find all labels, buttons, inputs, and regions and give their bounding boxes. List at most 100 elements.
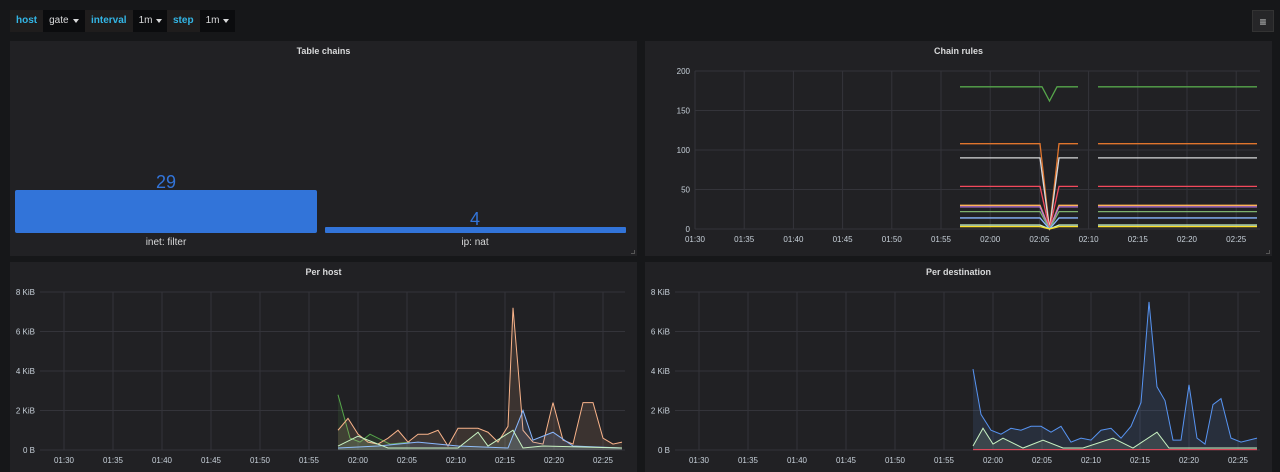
bar-ip-nat — [325, 227, 626, 233]
panel-title: Per destination — [925, 267, 991, 277]
panel-resize-handle[interactable] — [1266, 250, 1270, 254]
variable-step-select[interactable]: 1m — [199, 10, 236, 32]
series-area — [338, 430, 622, 450]
panel-chain-rules: Chain rules 200 150 100 50 0 01:30 01:35 01:40 0… — [645, 41, 1272, 256]
x-tick-label: 01:35 — [103, 456, 124, 465]
y-tick-label: 6 KiB — [16, 328, 35, 337]
variable-step-value: 1m — [205, 15, 220, 26]
x-tick-label: 01:50 — [885, 456, 906, 465]
x-tick-label: 02:00 — [983, 456, 1004, 465]
panel-title: Table chains — [296, 46, 351, 56]
series-line — [960, 225, 1078, 230]
x-tick-label: 01:50 — [250, 456, 271, 465]
caret-down-icon — [223, 19, 230, 23]
variable-step[interactable]: step 1m — [167, 10, 236, 32]
x-tick-label: 02:10 — [446, 456, 467, 465]
panel-per-destination: Per destination 8 KiB 6 KiB 4 KiB 2 KiB 0 B 0… — [645, 262, 1272, 472]
series-line — [960, 217, 1078, 230]
x-tick-label: 01:50 — [882, 235, 903, 244]
y-tick-label: 200 — [677, 67, 691, 76]
x-tick-label: 02:15 — [495, 456, 516, 465]
x-tick-label: 01:35 — [734, 235, 755, 244]
x-tick-label: 02:15 — [1128, 235, 1149, 244]
x-tick-label: 02:05 — [1032, 456, 1053, 465]
bar-label-inet-filter: inet: filter — [146, 237, 187, 248]
series-line — [972, 301, 1258, 445]
panel-title: Chain rules — [933, 46, 983, 56]
variable-host-label: host — [10, 10, 44, 32]
panel-resize-handle[interactable] — [631, 250, 635, 254]
variable-interval[interactable]: interval 1m — [85, 10, 169, 32]
bar-value-ip-nat: 4 — [470, 209, 480, 229]
caret-down-icon — [72, 19, 79, 23]
x-tick-label: 02:20 — [1177, 235, 1198, 244]
x-tick-label: 01:30 — [685, 235, 706, 244]
series-area — [973, 301, 1257, 450]
per-destination-chart: 8 KiB 6 KiB 4 KiB 2 KiB 0 B 01:30 01:35 01:40 01… — [651, 288, 1260, 465]
hamburger-icon[interactable]: ≡ — [1252, 10, 1274, 32]
y-tick-label: 50 — [681, 186, 690, 195]
x-tick-label: 02:00 — [980, 235, 1001, 244]
x-tick-label: 01:30 — [54, 456, 75, 465]
variable-interval-value: 1m — [138, 15, 153, 26]
x-tick-label: 02:00 — [348, 456, 369, 465]
series-line — [972, 427, 1257, 449]
y-tick-label: 2 KiB — [16, 407, 35, 416]
y-tick-label: 100 — [677, 146, 691, 155]
y-tick-label: 2 KiB — [651, 407, 670, 416]
x-tick-label: 01:45 — [833, 235, 854, 244]
y-tick-label: 0 B — [23, 446, 35, 455]
variable-host-select[interactable]: gate — [43, 10, 85, 32]
chain-rules-chart: 200 150 100 50 001:30 01:35 01:40 01:45 01:50 01:… — [677, 67, 1260, 244]
y-tick-label: 0 — [686, 225, 691, 234]
y-tick-label: 0 B — [658, 446, 670, 455]
x-tick-label: 01:45 — [201, 456, 222, 465]
x-tick-label: 02:25 — [593, 456, 614, 465]
series-line — [337, 429, 623, 449]
variable-host-value: gate — [49, 15, 69, 26]
y-tick-label: 6 KiB — [651, 328, 670, 337]
x-tick-label: 01:45 — [836, 456, 857, 465]
x-tick-label: 01:55 — [934, 456, 955, 465]
y-tick-label: 4 KiB — [16, 367, 35, 376]
series-line — [960, 86, 1078, 103]
caret-down-icon — [156, 19, 163, 23]
variable-interval-label: interval — [85, 10, 133, 32]
series-line — [337, 394, 411, 445]
series-line — [337, 409, 623, 449]
series-line — [960, 185, 1078, 230]
bar-value-inet-filter: 29 — [156, 172, 176, 192]
variable-step-label: step — [167, 10, 200, 32]
bar-inet-filter — [15, 190, 317, 233]
panel-title: Per host — [305, 267, 342, 277]
x-tick-label: 02:05 — [397, 456, 418, 465]
x-tick-label: 01:40 — [783, 235, 804, 244]
y-tick-label: 8 KiB — [16, 288, 35, 297]
series-area — [338, 307, 622, 450]
panel-table-chains: Table chains 29 inet: filter 4 ip: nat — [10, 41, 637, 256]
y-tick-label: 8 KiB — [651, 288, 670, 297]
series-area — [338, 394, 410, 450]
panel-per-host: Per host 8 KiB 6 KiB 4 KiB 2 KiB 0 B 01:30 01:… — [10, 262, 637, 472]
x-tick-label: 01:40 — [787, 456, 808, 465]
x-tick-label: 02:10 — [1079, 235, 1100, 244]
y-tick-label: 4 KiB — [651, 367, 670, 376]
dashboard-toolbar: host gate interval 1m step 1m ≡ — [0, 0, 1280, 40]
series-line — [337, 307, 623, 448]
x-tick-label: 01:55 — [931, 235, 952, 244]
bar-label-ip-nat: ip: nat — [461, 237, 488, 248]
table-chains-chart: 29 inet: filter 4 ip: nat — [15, 172, 626, 248]
x-tick-label: 01:40 — [152, 456, 173, 465]
y-tick-label: 150 — [677, 107, 691, 116]
series-area — [338, 410, 622, 450]
x-tick-label: 01:30 — [689, 456, 710, 465]
x-tick-label: 01:55 — [299, 456, 320, 465]
per-host-chart: 8 KiB 6 KiB 4 KiB 2 KiB 0 B 01:30 01:35 01:40 01… — [16, 288, 625, 465]
x-tick-label: 02:05 — [1029, 235, 1050, 244]
x-tick-label: 01:35 — [738, 456, 759, 465]
variable-interval-select[interactable]: 1m — [132, 10, 169, 32]
variable-host[interactable]: host gate — [10, 10, 85, 32]
x-tick-label: 02:10 — [1081, 456, 1102, 465]
x-tick-label: 02:25 — [1226, 235, 1247, 244]
x-tick-label: 02:20 — [544, 456, 565, 465]
